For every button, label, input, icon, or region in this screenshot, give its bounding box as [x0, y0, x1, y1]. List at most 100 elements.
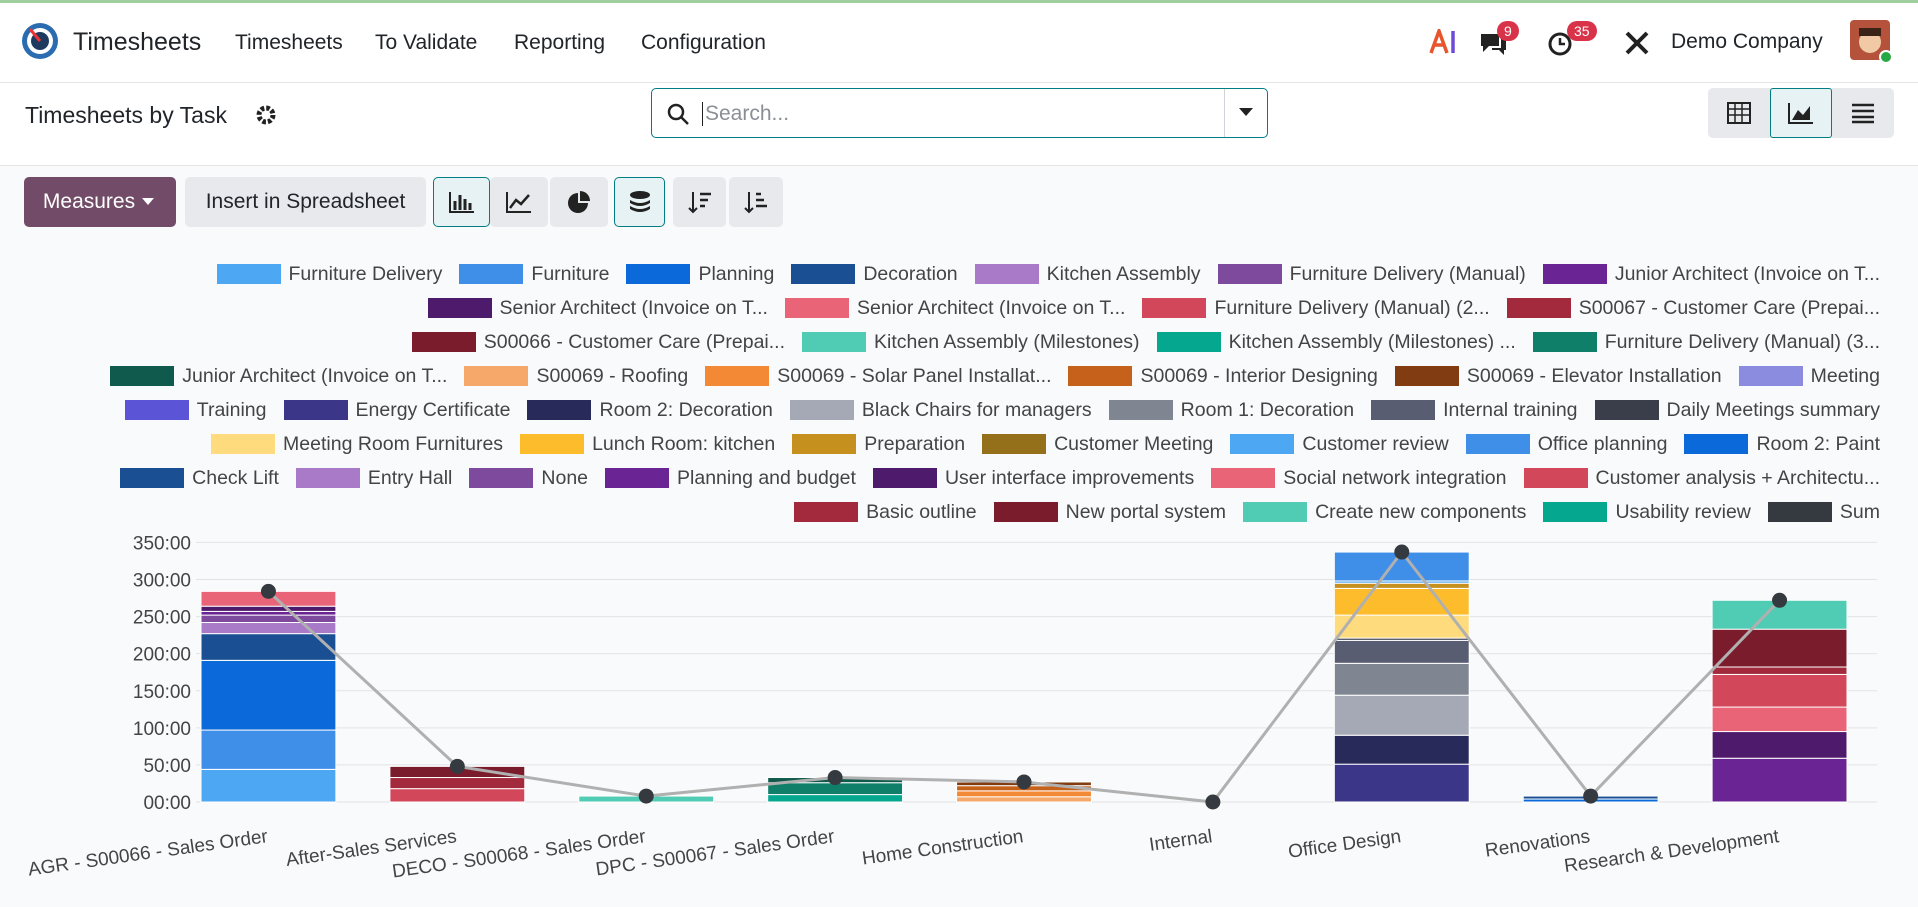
legend-item[interactable]: None [469, 466, 588, 490]
legend-label: Create new components [1315, 500, 1527, 523]
legend-item[interactable]: S00066 - Customer Care (Prepai... [411, 330, 785, 354]
menu-item[interactable]: Reporting [514, 31, 606, 54]
legend-item[interactable]: S00067 - Customer Care (Prepai... [1506, 296, 1880, 320]
legend-item[interactable]: Office planning [1465, 432, 1668, 456]
legend-swatch [982, 434, 1047, 454]
legend-item[interactable]: Senior Architect (Invoice on T... [427, 296, 768, 320]
legend-swatch [872, 468, 937, 488]
legend-item[interactable]: S00069 - Interior Designing [1068, 364, 1378, 388]
legend-item[interactable]: Customer analysis + Architectu... [1523, 466, 1880, 490]
legend-item[interactable]: Sum [1767, 500, 1880, 524]
app-name[interactable]: Timesheets [73, 28, 202, 56]
stacked-button[interactable] [614, 177, 665, 227]
legend-item[interactable]: Daily Meetings summary [1594, 398, 1880, 422]
legend-item[interactable]: Furniture Delivery (Manual) [1217, 262, 1526, 286]
bar-segment [389, 788, 526, 803]
legend-item[interactable]: Usability review [1543, 500, 1751, 524]
legend-item[interactable]: Training [124, 398, 267, 422]
legend-item[interactable]: Meeting Room Furnitures [211, 432, 503, 456]
sort-asc-button[interactable] [729, 177, 783, 227]
legend-item[interactable]: User interface improvements [872, 466, 1195, 490]
legend-swatch [211, 434, 276, 454]
legend-item[interactable]: Furniture Delivery (Manual) (2... [1142, 296, 1490, 320]
legend-item[interactable]: Basic outline [794, 500, 977, 524]
view-switcher [1708, 88, 1894, 138]
legend-item[interactable]: Customer review [1230, 432, 1449, 456]
search-box[interactable]: Search... [651, 88, 1268, 138]
legend-label: None [541, 466, 589, 489]
legend-item[interactable]: Room 2: Paint [1684, 432, 1880, 456]
legend-item[interactable]: Decoration [791, 262, 958, 286]
legend-item[interactable]: Lunch Room: kitchen [520, 432, 775, 456]
legend-item[interactable]: Kitchen Assembly (Milestones) [802, 330, 1140, 354]
legend-item[interactable]: Junior Architect (Invoice on T... [1542, 262, 1880, 286]
list-view[interactable] [1851, 102, 1875, 124]
ai-icon[interactable] [1429, 29, 1457, 55]
legend-item[interactable]: Entry Hall [295, 466, 452, 490]
bar-segment [1711, 731, 1848, 759]
legend-item[interactable]: Planning and budget [605, 466, 856, 490]
legend-item[interactable]: Furniture Delivery (Manual) (3... [1532, 330, 1880, 354]
legend-label: Daily Meetings summary [1666, 398, 1880, 421]
menu-item[interactable]: Configuration [641, 31, 766, 54]
legend-item[interactable]: Room 1: Decoration [1108, 398, 1354, 422]
y-tick-label: 50:00 [143, 756, 191, 777]
graph-view[interactable] [1770, 88, 1832, 138]
tools-icon[interactable] [1624, 30, 1650, 56]
legend-item[interactable]: Black Chairs for managers [789, 398, 1092, 422]
legend-item[interactable]: Preparation [792, 432, 965, 456]
measures-button[interactable]: Measures [24, 177, 176, 227]
legend-item[interactable]: Social network integration [1211, 466, 1507, 490]
company-name[interactable]: Demo Company [1671, 30, 1823, 53]
legend-swatch [974, 264, 1039, 284]
legend-label: Kitchen Assembly (Milestones) ... [1228, 330, 1516, 353]
legend-item[interactable]: Kitchen Assembly [974, 262, 1201, 286]
y-tick-label: 150:00 [133, 682, 191, 703]
menu-item[interactable]: Timesheets [235, 31, 343, 54]
legend-label: Room 2: Decoration [599, 398, 773, 421]
legend-swatch [427, 298, 492, 318]
insert-spreadsheet-button[interactable]: Insert in Spreadsheet [185, 177, 426, 227]
menu-item[interactable]: To Validate [375, 31, 478, 54]
legend-item[interactable]: Senior Architect (Invoice on T... [784, 296, 1125, 320]
search-toggle[interactable] [1224, 89, 1268, 137]
user-avatar[interactable] [1850, 20, 1894, 64]
legend-item[interactable]: Furniture [459, 262, 609, 286]
legend-item[interactable]: Create new components [1243, 500, 1526, 524]
legend-item[interactable]: S00069 - Elevator Installation [1394, 364, 1722, 388]
legend-swatch [295, 468, 360, 488]
legend-item[interactable]: Customer Meeting [982, 432, 1213, 456]
legend-item[interactable]: Junior Architect (Invoice on T... [110, 364, 447, 388]
settings-gear[interactable] [255, 104, 277, 126]
pivot-view[interactable] [1727, 102, 1751, 124]
legend-swatch [791, 264, 856, 284]
legend-item[interactable]: Kitchen Assembly (Milestones) ... [1156, 330, 1516, 354]
bar-chart-button[interactable] [433, 177, 490, 227]
pie-chart-button[interactable] [550, 177, 608, 227]
line-chart-button[interactable] [490, 177, 548, 227]
legend-label: Office planning [1537, 432, 1668, 455]
legend-item[interactable]: Internal training [1371, 398, 1578, 422]
sort-desc-button[interactable] [673, 177, 726, 227]
legend-item[interactable]: S00069 - Solar Panel Installat... [705, 364, 1051, 388]
activities-icon[interactable] [1547, 30, 1575, 58]
bar-icon [448, 192, 474, 213]
legend-item[interactable]: Room 2: Decoration [527, 398, 773, 422]
messages-icon[interactable] [1478, 30, 1508, 56]
legend-item[interactable]: Check Lift [120, 466, 279, 490]
bar-segment [956, 790, 1092, 798]
app-logo[interactable] [20, 21, 60, 61]
legend-item[interactable]: Furniture Delivery [216, 262, 442, 286]
bar-segment [389, 777, 526, 790]
legend-item[interactable]: Planning [626, 262, 774, 286]
legend-label: Planning [698, 262, 775, 285]
legend-item[interactable]: S00069 - Roofing [464, 364, 688, 388]
bar-segment [1333, 639, 1470, 664]
legend-swatch [1506, 298, 1571, 318]
y-tick-label: 00:00 [143, 793, 191, 814]
legend-label: User interface improvements [944, 466, 1195, 489]
legend-item[interactable]: Energy Certificate [283, 398, 510, 422]
legend-item[interactable]: Meeting [1738, 364, 1880, 388]
bar-segment [1333, 694, 1470, 736]
legend-item[interactable]: New portal system [993, 500, 1226, 524]
